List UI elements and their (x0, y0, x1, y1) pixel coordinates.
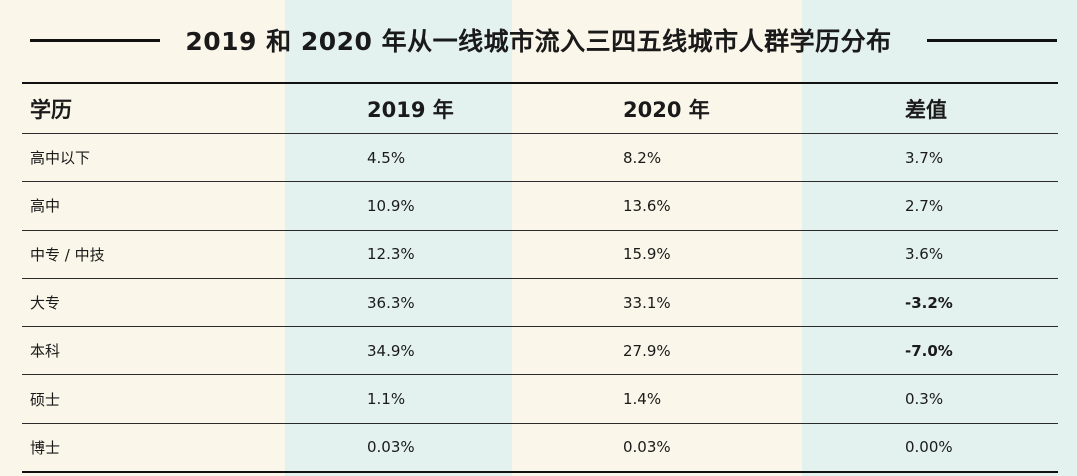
cell-difference: 0.00% (905, 438, 953, 457)
table-header-row: 学历 2019 年 2020 年 差值 (22, 84, 1058, 134)
cell-difference: 3.7% (905, 148, 944, 167)
page-title: 2019 和 2020 年从一线城市流入三四五线城市人群学历分布 (185, 27, 892, 56)
header-education: 学历 (30, 97, 72, 122)
background-band-1 (0, 0, 285, 476)
background-band-3 (512, 0, 802, 476)
cell-education: 本科 (30, 342, 61, 361)
cell-2019: 10.9% (367, 196, 415, 215)
cell-2020: 15.9% (623, 245, 671, 264)
cell-education: 中专 / 中技 (30, 245, 105, 264)
cell-difference: -3.2% (905, 293, 953, 312)
table-row: 大专 36.3% 33.1% -3.2% (22, 279, 1058, 328)
header-difference: 差值 (905, 97, 947, 122)
table-row: 高中 10.9% 13.6% 2.7% (22, 182, 1058, 231)
cell-education: 高中 (30, 197, 61, 216)
education-table: 学历 2019 年 2020 年 差值 高中以下 4.5% 8.2% 3.7% … (22, 82, 1058, 474)
cell-2020: 0.03% (623, 438, 671, 457)
cell-2020: 1.4% (623, 390, 662, 409)
cell-education: 博士 (30, 438, 61, 457)
cell-education: 硕士 (30, 390, 61, 409)
header-2020: 2020 年 (623, 97, 710, 122)
cell-2019: 12.3% (367, 245, 415, 264)
cell-education: 大专 (30, 294, 61, 313)
title-row: 2019 和 2020 年从一线城市流入三四五线城市人群学历分布 (0, 18, 1077, 62)
cell-education: 高中以下 (30, 149, 91, 168)
cell-2020: 13.6% (623, 196, 671, 215)
cell-difference: -7.0% (905, 341, 953, 360)
table-row: 高中以下 4.5% 8.2% 3.7% (22, 134, 1058, 183)
cell-2019: 0.03% (367, 438, 415, 457)
table-row: 中专 / 中技 12.3% 15.9% 3.6% (22, 231, 1058, 279)
background-band-4 (802, 0, 1077, 476)
cell-difference: 3.6% (905, 245, 944, 264)
cell-2019: 34.9% (367, 341, 415, 360)
cell-2020: 33.1% (623, 293, 671, 312)
table-row: 本科 34.9% 27.9% -7.0% (22, 327, 1058, 376)
cell-difference: 0.3% (905, 390, 944, 409)
cell-2019: 36.3% (367, 293, 415, 312)
cell-2020: 8.2% (623, 148, 662, 167)
title-rule-right (927, 39, 1057, 42)
table-row: 博士 0.03% 0.03% 0.00% (22, 424, 1058, 471)
background-band-2 (285, 0, 512, 476)
cell-difference: 2.7% (905, 196, 944, 215)
cell-2020: 27.9% (623, 341, 671, 360)
title-rule-left (30, 39, 160, 42)
cell-2019: 1.1% (367, 390, 406, 409)
header-2019: 2019 年 (367, 97, 454, 122)
table-row: 硕士 1.1% 1.4% 0.3% (22, 375, 1058, 424)
cell-2019: 4.5% (367, 148, 406, 167)
